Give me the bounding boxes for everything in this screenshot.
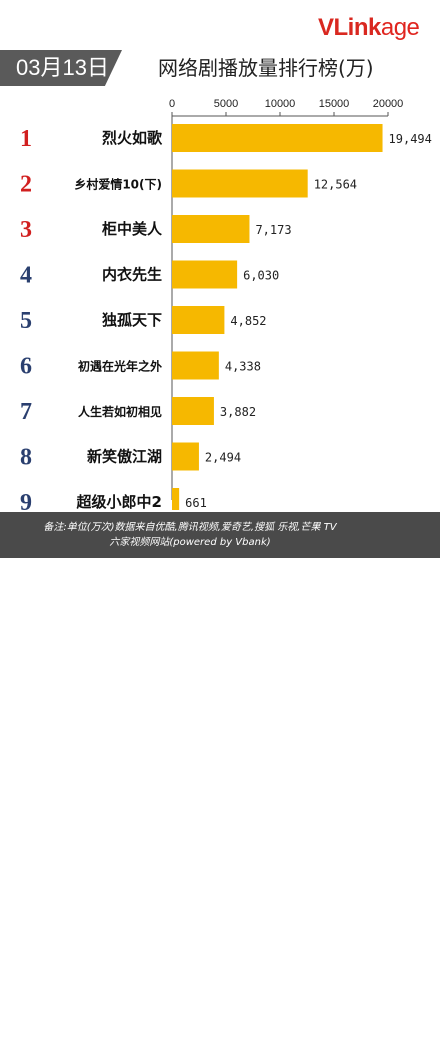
x-tick-label: 10000 xyxy=(265,98,296,110)
rank-number: 6 xyxy=(20,354,32,380)
category-label: 初遇在光年之外 xyxy=(78,359,162,374)
logo-age: age xyxy=(380,14,420,41)
chart-title: 网络剧播放量排行榜(万) xyxy=(158,56,374,80)
value-label: 2,494 xyxy=(205,451,241,465)
vlinkage-logo: VLinkage xyxy=(318,14,420,42)
category-label: 人生若如初相见 xyxy=(78,404,162,419)
category-label: 柜中美人 xyxy=(101,220,163,238)
footer-note-line1: 备注:单位(万次)数据来自优酷,腾讯视频,爱奇艺,搜狐 乐视,芒果 TV xyxy=(43,522,337,533)
rank-number: 4 xyxy=(20,263,32,289)
category-label: 内衣先生 xyxy=(102,266,162,284)
x-tick-label: 5000 xyxy=(214,98,238,110)
bar xyxy=(172,306,225,334)
bar xyxy=(172,260,238,289)
rank-number: 7 xyxy=(20,399,32,425)
value-label: 12,564 xyxy=(314,178,357,192)
bar xyxy=(172,351,219,380)
category-label: 烈火如歌 xyxy=(102,129,163,147)
value-label: 19,494 xyxy=(389,132,432,146)
rank-number: 9 xyxy=(20,490,32,510)
x-tick-label: 0 xyxy=(169,98,175,110)
bar-chart: 0 5000 10000 15000 20000 1 烈火如歌 19,494 2 乡村爱情10(下… xyxy=(20,98,432,510)
rank-number: 1 xyxy=(20,126,32,152)
value-label: 3,882 xyxy=(220,405,256,419)
x-tick-label: 20000 xyxy=(373,98,404,110)
value-label: 661 xyxy=(185,496,207,510)
rank-number: 3 xyxy=(20,217,32,243)
value-label: 4,338 xyxy=(225,360,261,374)
rank-number: 5 xyxy=(20,308,32,334)
value-label: 7,173 xyxy=(255,223,291,237)
value-label: 4,852 xyxy=(230,314,266,328)
category-label: 超级小郎中2 xyxy=(76,493,162,510)
logo-link: Link xyxy=(333,14,382,41)
bar xyxy=(172,215,250,243)
rank-number: 8 xyxy=(20,445,32,471)
footer: 备注:单位(万次)数据来自优酷,腾讯视频,爱奇艺,搜狐 乐视,芒果 TV 六家视… xyxy=(0,512,440,1061)
bar xyxy=(172,442,199,471)
bar xyxy=(172,488,180,510)
rank-number: 2 xyxy=(20,172,32,198)
logo-v: V xyxy=(318,14,334,41)
x-tick-label: 15000 xyxy=(319,98,350,110)
value-label: 6,030 xyxy=(243,269,279,283)
footer-note-line2: 六家视频网站(powered by Vbank) xyxy=(109,537,271,548)
category-label: 独孤天下 xyxy=(102,311,162,329)
date-badge: 03月13日 xyxy=(0,50,122,86)
category-label: 乡村爱情10(下) xyxy=(74,177,162,192)
bar xyxy=(172,124,383,152)
bar xyxy=(172,169,308,198)
weibo-handle: @Vlinkage xyxy=(356,1050,409,1061)
bar xyxy=(172,397,214,425)
category-label: 新笑傲江湖 xyxy=(87,448,162,466)
